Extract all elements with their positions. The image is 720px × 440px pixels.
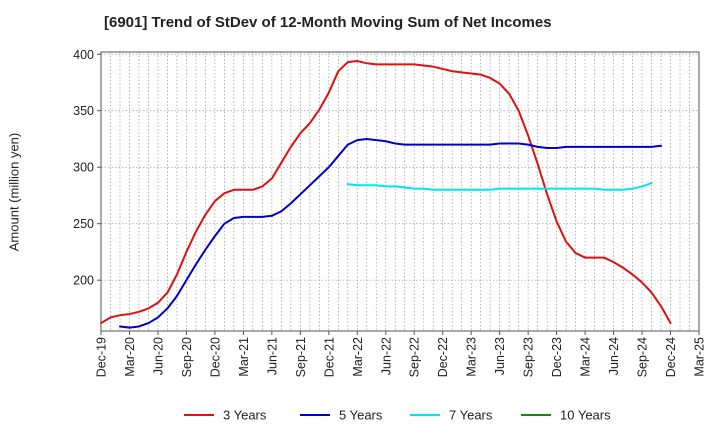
- y-tick-label: 250: [73, 217, 94, 231]
- x-tick-label: Dec-21: [322, 337, 336, 377]
- legend: 3 Years 5 Years 7 Years 10 Years: [184, 408, 611, 423]
- x-tick-label: Mar-20: [123, 337, 137, 377]
- legend-label: 7 Years: [449, 408, 493, 423]
- y-axis-ticks: 200 250 300 350 400: [73, 48, 101, 288]
- x-tick-label: Mar-25: [693, 337, 707, 377]
- x-tick-label: Jun-21: [265, 337, 279, 375]
- y-tick-label: 400: [73, 48, 94, 62]
- x-tick-label: Dec-23: [550, 337, 564, 377]
- x-tick-label: Mar-24: [579, 337, 593, 377]
- x-axis-ticks: Dec-19 Mar-20 Jun-20 Sep-20 Dec-20 Mar-21 Jun-…: [95, 331, 707, 377]
- x-tick-label: Sep-22: [408, 337, 422, 377]
- x-tick-label: Dec-24: [664, 337, 678, 377]
- series-line-3-years: [100, 60, 672, 325]
- legend-label: 3 Years: [223, 408, 267, 423]
- y-tick-label: 300: [73, 161, 94, 175]
- chart-title: [6901] Trend of StDev of 12-Month Moving…: [104, 14, 552, 31]
- x-tick-label: Dec-19: [95, 337, 109, 377]
- x-tick-label: Jun-24: [607, 337, 621, 375]
- x-tick-label: Sep-23: [522, 337, 536, 377]
- plot-frame: [100, 51, 700, 332]
- legend-label: 5 Years: [339, 408, 383, 423]
- x-tick-label: Jun-22: [379, 337, 393, 375]
- x-tick-label: Jun-23: [493, 337, 507, 375]
- x-tick-label: Dec-20: [208, 337, 222, 377]
- x-tick-label: Sep-21: [294, 337, 308, 377]
- x-tick-label: Sep-20: [180, 337, 194, 377]
- x-tick-label: Mar-21: [237, 337, 251, 377]
- x-tick-label: Mar-22: [351, 337, 365, 377]
- x-tick-label: Sep-24: [636, 337, 650, 377]
- y-tick-label: 350: [73, 104, 94, 118]
- series-line-5-years: [118, 137, 663, 329]
- series-layer: [100, 60, 672, 329]
- y-tick-label: 200: [73, 274, 94, 288]
- x-tick-label: Mar-23: [465, 337, 479, 377]
- x-tick-label: Jun-20: [151, 337, 165, 375]
- grid: [101, 52, 699, 331]
- legend-label: 10 Years: [560, 408, 611, 423]
- series-line-7-years: [346, 182, 653, 191]
- x-tick-label: Dec-22: [436, 337, 450, 377]
